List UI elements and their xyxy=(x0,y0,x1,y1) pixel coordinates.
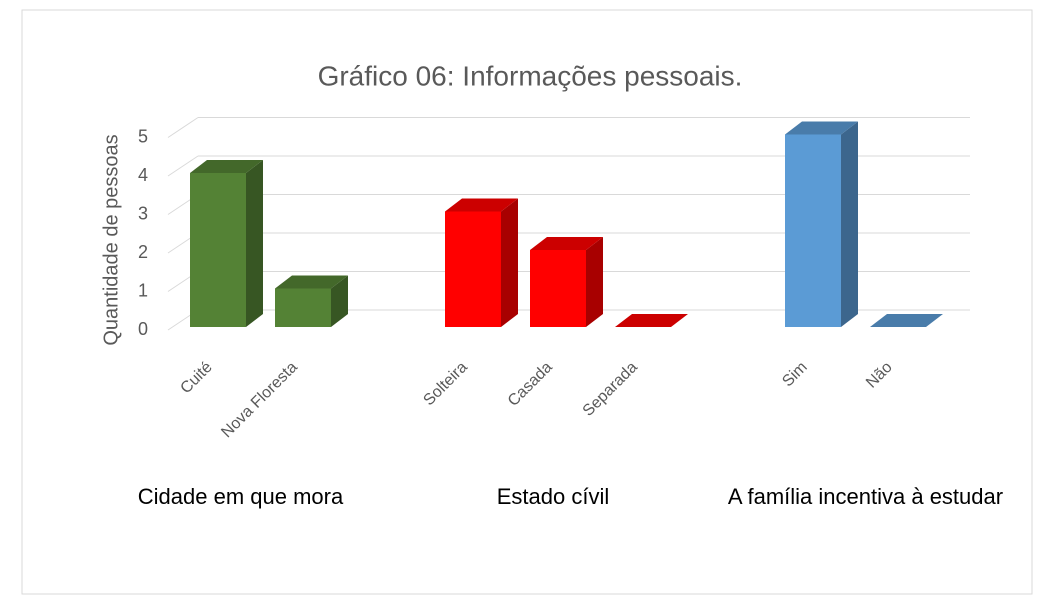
grid-line xyxy=(167,155,199,177)
bar xyxy=(275,288,331,327)
y-tick-label: 2 xyxy=(138,242,148,262)
y-tick-label: 0 xyxy=(138,319,148,339)
bar xyxy=(530,250,586,327)
bar-side xyxy=(246,160,263,327)
bar-top xyxy=(870,314,943,327)
bar-top xyxy=(615,314,688,327)
bar xyxy=(785,134,841,327)
y-tick-label: 3 xyxy=(138,203,148,223)
bar-top xyxy=(275,275,348,289)
y-axis-label: Quantidade de pessoas xyxy=(100,134,122,345)
chart-title: Gráfico 06: Informações pessoais. xyxy=(318,60,743,91)
group-label: Cidade em que mora xyxy=(138,484,344,509)
bar-top xyxy=(785,121,858,135)
grid-line xyxy=(167,117,199,138)
bar-top xyxy=(530,237,603,250)
group-label: Estado cívil xyxy=(497,484,610,509)
bar-side xyxy=(586,237,603,327)
y-tick-label: 4 xyxy=(138,165,148,185)
bar-top xyxy=(190,160,263,173)
group-label: A família incentiva à estudar xyxy=(728,484,1003,509)
bar-side xyxy=(501,198,518,327)
bar xyxy=(445,211,501,327)
y-tick-label: 1 xyxy=(138,280,148,300)
bar-top xyxy=(445,198,518,212)
bar-side xyxy=(841,121,858,327)
y-tick-label: 5 xyxy=(138,126,148,146)
bar xyxy=(190,173,246,327)
bar-side xyxy=(331,275,348,327)
